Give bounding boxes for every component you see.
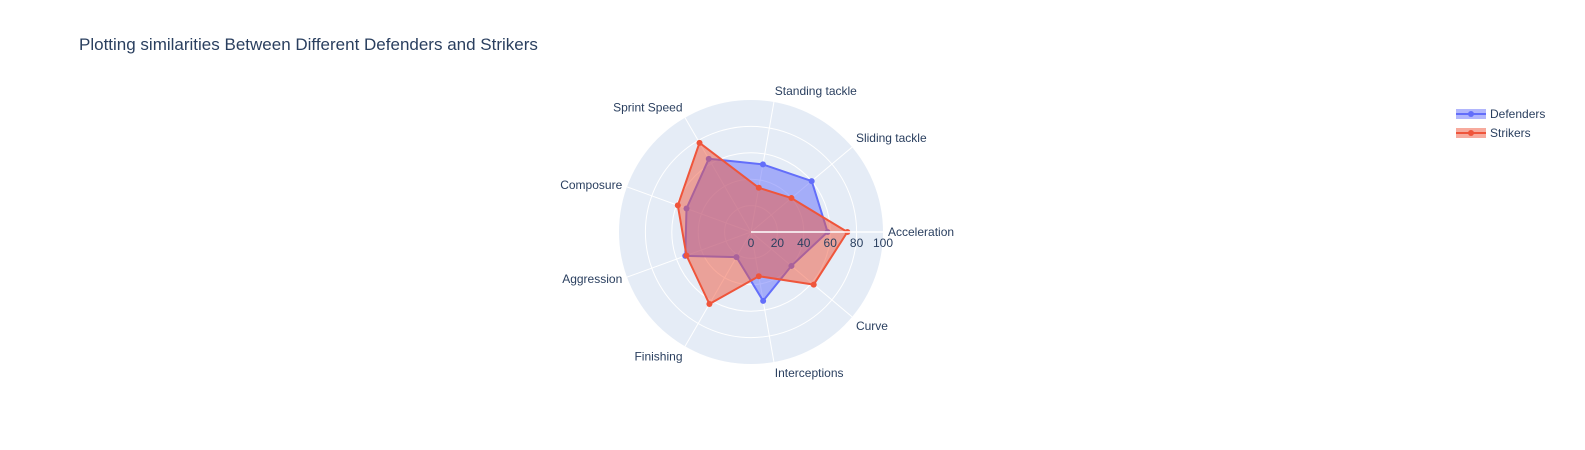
- legend-label: Defenders: [1490, 107, 1545, 121]
- data-point[interactable]: [788, 195, 795, 202]
- radial-tick-label: 0: [748, 236, 755, 250]
- series-area: [677, 142, 848, 304]
- radial-tick-label: 60: [824, 236, 838, 250]
- legend-marker: [1468, 111, 1474, 117]
- category-label: Composure: [560, 178, 622, 192]
- category-labels: Acceleration Sliding tackle Standing tackl…: [560, 84, 954, 380]
- legend-item-strikers[interactable]: Strikers: [1456, 126, 1531, 140]
- data-point[interactable]: [696, 139, 703, 146]
- data-point[interactable]: [760, 297, 767, 304]
- radial-tick-label: 100: [873, 236, 893, 250]
- data-point[interactable]: [808, 178, 815, 185]
- series-line: [676, 141, 849, 305]
- category-label: Sliding tackle: [856, 131, 927, 145]
- category-label: Aggression: [562, 272, 622, 286]
- data-point[interactable]: [755, 184, 762, 191]
- category-label: Curve: [856, 319, 888, 333]
- series-layer: [674, 139, 851, 308]
- radial-tick-label: 80: [850, 236, 864, 250]
- data-point[interactable]: [674, 202, 681, 209]
- category-label: Sprint Speed: [613, 100, 682, 114]
- radial-axis: 0 20 40 60 80 100: [748, 231, 893, 250]
- chart-title: Plotting similarities Between Different …: [79, 35, 538, 54]
- data-point[interactable]: [683, 252, 690, 259]
- legend-label: Strikers: [1490, 126, 1531, 140]
- data-point[interactable]: [755, 273, 762, 280]
- legend-item-defenders[interactable]: Defenders: [1456, 107, 1545, 121]
- data-point[interactable]: [706, 301, 713, 308]
- data-point[interactable]: [759, 161, 766, 168]
- category-label: Standing tackle: [775, 84, 857, 98]
- legend[interactable]: Defenders Strikers: [1456, 107, 1545, 140]
- category-label: Acceleration: [888, 225, 954, 239]
- data-point[interactable]: [810, 281, 817, 288]
- radial-tick-label: 20: [771, 236, 785, 250]
- radial-tick-label: 40: [797, 236, 811, 250]
- series-strikers: [674, 139, 851, 308]
- category-label: Interceptions: [775, 366, 844, 380]
- category-label: Finishing: [634, 350, 682, 364]
- legend-marker: [1468, 130, 1474, 136]
